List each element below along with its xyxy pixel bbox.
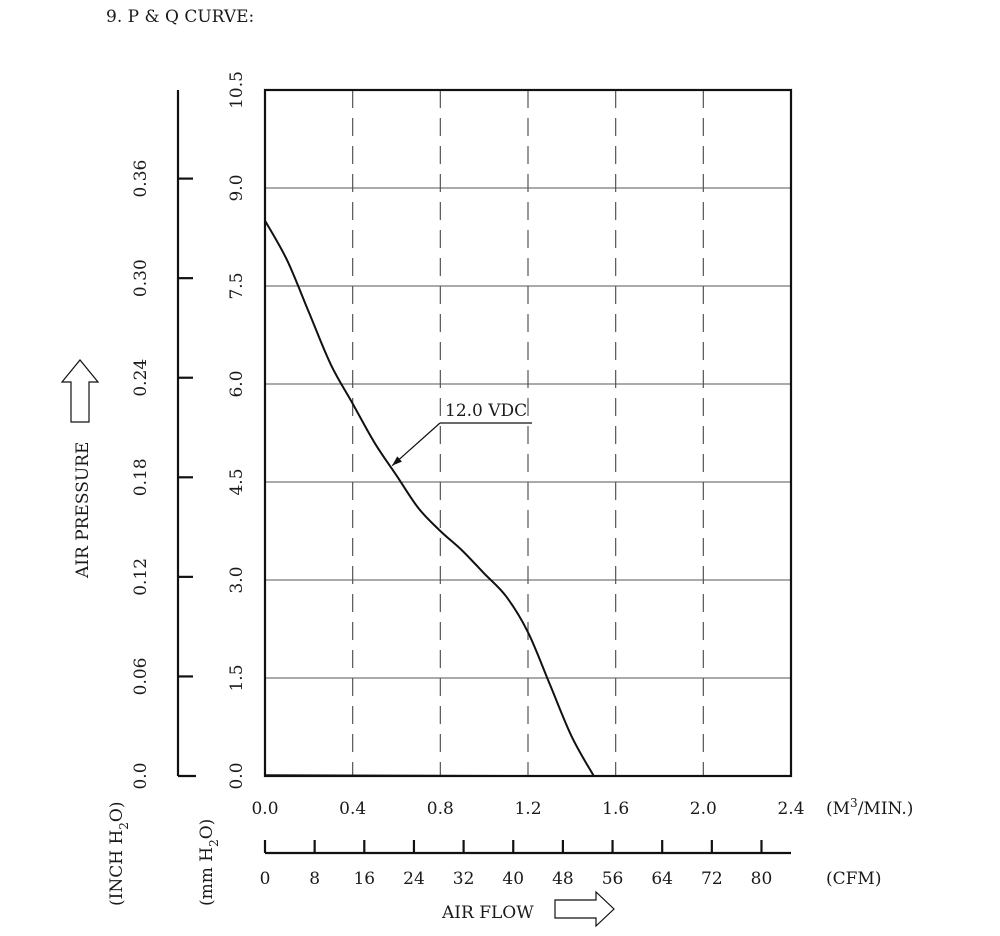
x-tick-label: 1.6 <box>602 799 629 819</box>
x-tick-label: 0.0 <box>251 799 278 819</box>
y-tick-label: 1.5 <box>227 664 247 691</box>
x-secondary-tick-label: 32 <box>453 869 475 889</box>
y-axis-primary-unit: (mm H2O) <box>197 819 221 906</box>
x-tick-label: 1.2 <box>514 799 541 819</box>
x-secondary-tick-label: 8 <box>309 869 320 889</box>
x-secondary-tick-label: 56 <box>602 869 624 889</box>
x-tick-label: 0.8 <box>427 799 454 819</box>
x-secondary-tick-label: 40 <box>502 869 524 889</box>
vertical-gridlines <box>352 90 704 776</box>
baseline-zero <box>264 774 593 777</box>
right-arrow-icon <box>554 890 615 928</box>
x-secondary-tick-label: 80 <box>751 869 773 889</box>
y-secondary-tick-label: 0.12 <box>131 558 151 596</box>
x-axis-title: AIR FLOW <box>441 903 534 923</box>
y-tick-label: 0.0 <box>227 762 247 789</box>
y-secondary-tick-label: 0.06 <box>131 658 151 696</box>
y-secondary-tick-label: 0.24 <box>131 359 151 397</box>
page-title: 9. P & Q CURVE: <box>106 7 254 27</box>
y-tick-label: 9.0 <box>227 174 247 201</box>
y-axis-secondary-unit: (INCH H2O) <box>107 801 131 906</box>
x-secondary-tick-label: 16 <box>353 869 375 889</box>
y-tick-label: 3.0 <box>227 566 247 593</box>
series-annotation: 12.0 VDC <box>391 401 532 467</box>
y-tick-label: 7.5 <box>227 272 247 299</box>
x-secondary-tick-label: 72 <box>701 869 723 889</box>
annotation-label: 12.0 VDC <box>445 401 527 421</box>
y-axis-title: AIR PRESSURE <box>73 442 93 579</box>
x-tick-label: 2.0 <box>690 799 717 819</box>
y-axis-primary-ticks: 0.0 1.5 3.0 4.5 6.0 7.5 9.0 10.5 <box>227 71 247 789</box>
y-secondary-tick-label: 0.36 <box>131 160 151 198</box>
x-secondary-tick-label: 64 <box>651 869 673 889</box>
y-tick-label: 4.5 <box>227 468 247 495</box>
x-secondary-tick-label: 0 <box>260 869 271 889</box>
x-tick-label: 2.4 <box>777 799 804 819</box>
y-secondary-tick-label: 0.30 <box>131 259 151 297</box>
x-secondary-tick-label: 24 <box>403 869 425 889</box>
x-axis-primary-ticks: 0.0 0.4 0.8 1.2 1.6 2.0 2.4 <box>251 799 804 819</box>
y-secondary-tick-label: 0.0 <box>131 762 151 789</box>
x-axis-secondary-unit: (CFM) <box>826 869 881 889</box>
y-tick-label: 6.0 <box>227 370 247 397</box>
x-axis-primary-unit: (M3/MIN.) <box>826 796 913 819</box>
y-tick-label: 10.5 <box>227 71 247 109</box>
series-line-12vdc <box>264 220 595 777</box>
x-axis-secondary-ticks: 0 8 16 24 32 40 48 56 64 72 80 <box>260 840 773 889</box>
up-arrow-icon <box>60 359 100 423</box>
y-axis-secondary-ticks: 0.0 0.06 0.12 0.18 0.24 0.30 0.36 <box>131 160 193 790</box>
x-secondary-tick-label: 48 <box>552 869 574 889</box>
x-tick-label: 0.4 <box>339 799 366 819</box>
y-secondary-tick-label: 0.18 <box>131 458 151 496</box>
